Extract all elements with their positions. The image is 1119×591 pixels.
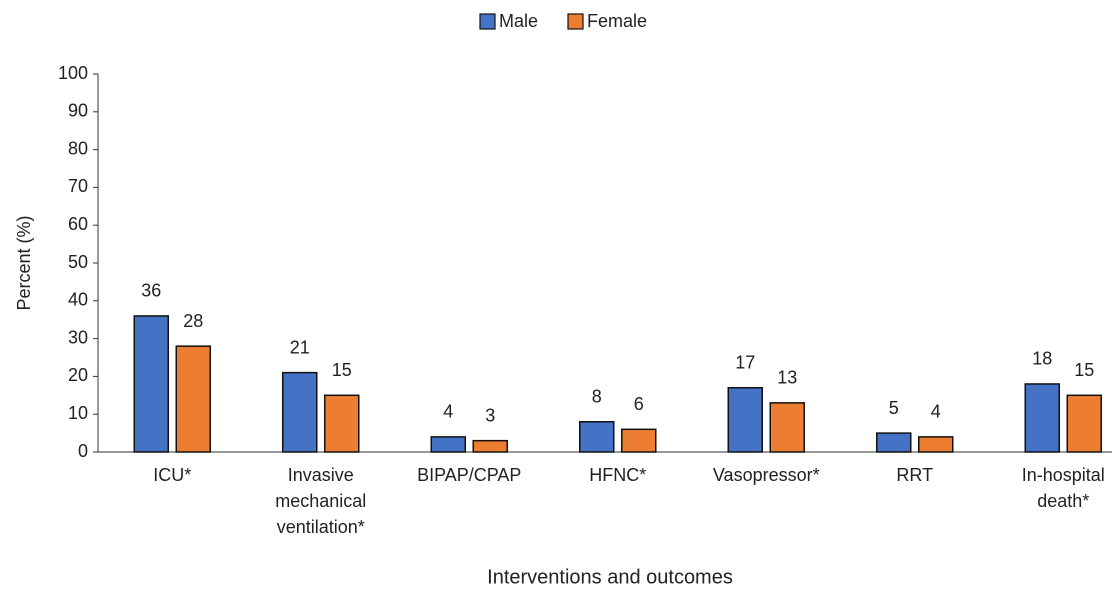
x-axis-title: Interventions and outcomes <box>487 566 733 588</box>
x-tick-label-box: Vasopressor* <box>712 465 820 485</box>
bar <box>1066 394 1102 453</box>
x-tick-label-box: In-hospital death* <box>1021 465 1105 511</box>
data-label: 17 <box>735 352 755 372</box>
data-label: 13 <box>777 368 797 388</box>
bar <box>876 432 912 453</box>
data-label: 6 <box>634 394 644 414</box>
data-label: 4 <box>931 402 941 422</box>
y-tick-label: 70 <box>68 176 88 196</box>
data-label: 8 <box>592 387 602 407</box>
y-tick-label: 0 <box>78 441 88 461</box>
y-tick-label: 40 <box>68 290 88 310</box>
y-tick-label: 60 <box>68 214 88 234</box>
data-label: 28 <box>183 311 203 331</box>
bar <box>1024 383 1060 453</box>
bar <box>727 386 763 453</box>
data-label: 36 <box>141 281 161 301</box>
data-label: 18 <box>1032 349 1052 369</box>
bar <box>472 439 508 453</box>
y-tick-label: 10 <box>68 403 88 423</box>
x-tick-label: Vasopressor* <box>712 465 820 485</box>
data-label: 4 <box>443 402 453 422</box>
x-tick-label: RRT <box>896 465 934 485</box>
x-tick-label: BIPAP/CPAP <box>417 465 522 485</box>
x-tick-label: HFNC* <box>589 465 647 485</box>
data-label: 5 <box>889 398 899 418</box>
y-tick-label: 100 <box>58 63 88 83</box>
y-tick-label: 50 <box>68 252 88 272</box>
legend-label: Female <box>587 11 647 31</box>
legend-swatch <box>479 13 496 30</box>
bar <box>579 421 615 453</box>
x-tick-label-box: Invasive mechanical ventilation* <box>275 465 367 537</box>
y-tick-label: 80 <box>68 138 88 158</box>
data-label: 3 <box>485 405 495 425</box>
bar <box>175 345 211 453</box>
data-label: 15 <box>1074 360 1094 380</box>
bar <box>430 436 466 453</box>
x-tick-label: ICU* <box>153 465 192 485</box>
x-tick-label-box: RRT <box>896 465 934 485</box>
x-tick-label-box: ICU* <box>153 465 192 485</box>
bar <box>133 315 169 453</box>
x-tick-label: Invasive mechanical ventilation* <box>275 465 367 537</box>
y-tick-label: 30 <box>68 327 88 347</box>
legend-label: Male <box>499 11 538 31</box>
bar <box>918 436 954 453</box>
x-tick-label: In-hospital death* <box>1021 465 1105 511</box>
data-label: 15 <box>332 360 352 380</box>
bar <box>621 428 657 453</box>
data-label: 21 <box>290 337 310 357</box>
y-tick-label: 20 <box>68 365 88 385</box>
x-tick-label-box: HFNC* <box>589 465 647 485</box>
bar <box>282 371 318 453</box>
x-tick-label-box: BIPAP/CPAP <box>417 465 522 485</box>
y-tick-label: 90 <box>68 101 88 121</box>
bar <box>324 394 360 453</box>
y-axis-title: Percent (%) <box>14 215 34 310</box>
bar <box>769 402 805 453</box>
legend-swatch <box>567 13 584 30</box>
